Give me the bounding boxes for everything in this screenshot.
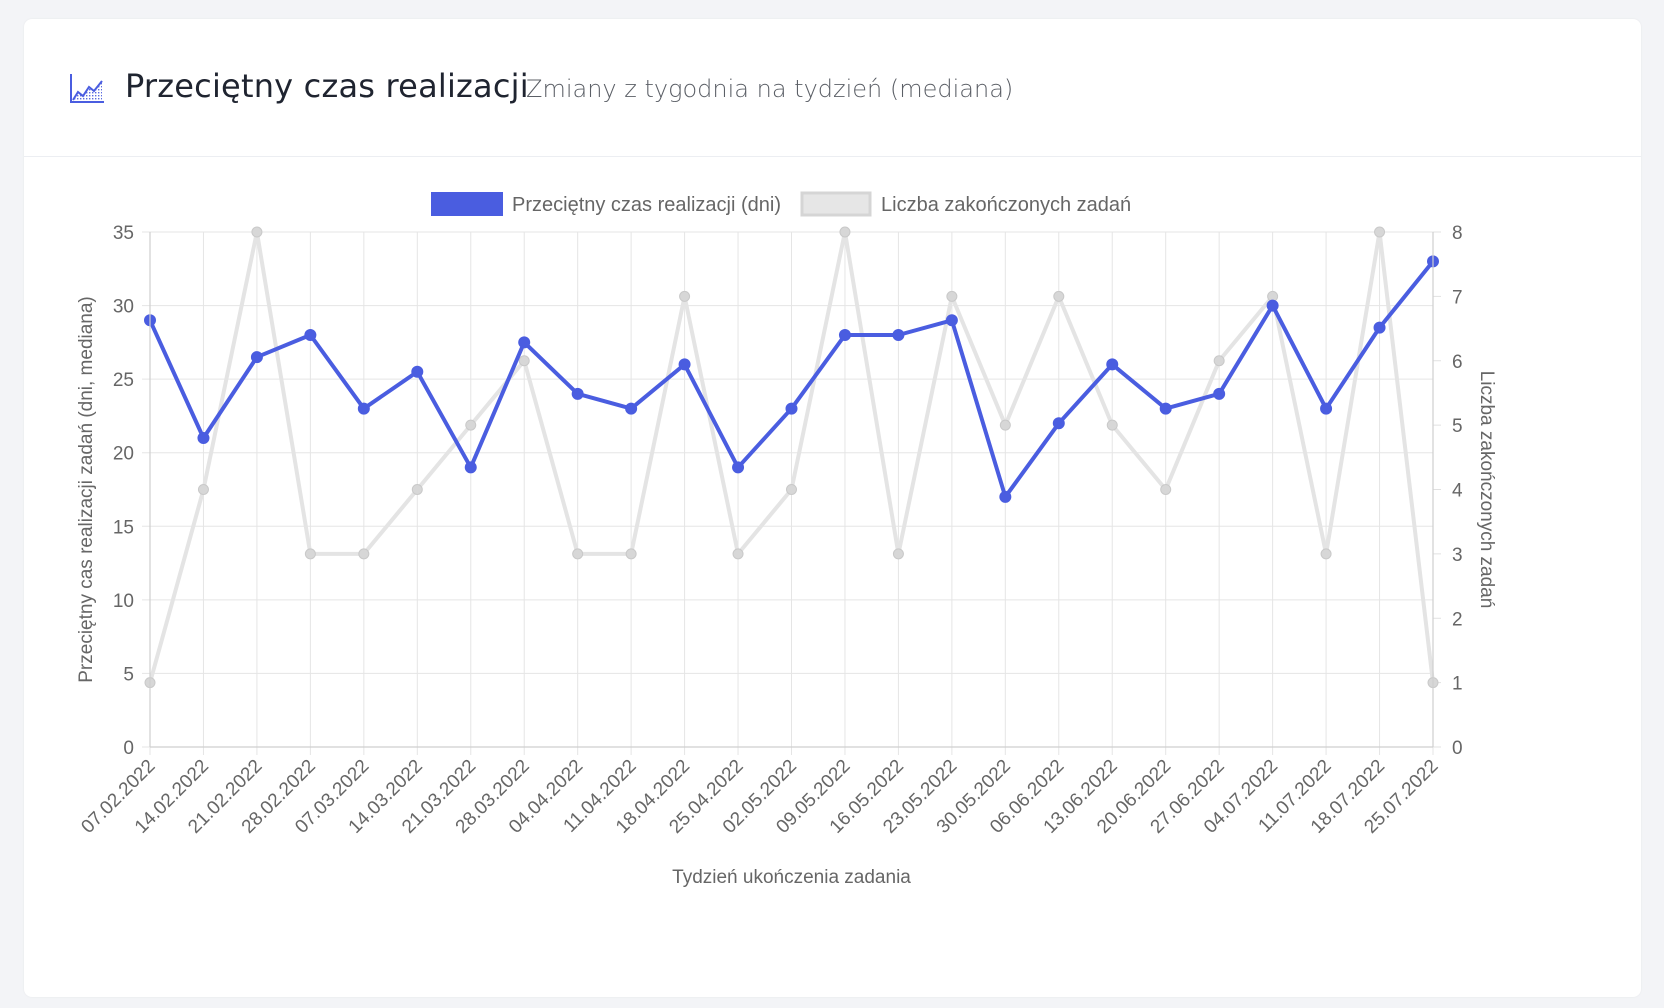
completed-tasks-point [304, 548, 316, 560]
avg-time-point [1052, 417, 1065, 430]
y2-tick-label: 3 [1452, 545, 1463, 566]
avg-time-point [785, 402, 798, 415]
avg-time-point [518, 336, 531, 349]
avg-time-point [1159, 402, 1172, 415]
y2-tick-label: 1 [1452, 674, 1463, 695]
avg-time-point [304, 329, 317, 341]
y2-tick-label: 4 [1452, 481, 1463, 502]
y2-tick-label: 6 [1452, 352, 1463, 373]
avg-time-point [464, 461, 477, 474]
avg-time-point [999, 490, 1012, 503]
series-completed-tasks [144, 226, 1439, 689]
avg-time-point [357, 402, 370, 415]
y-axis-title: Przeciętny cas realizacji zadań (dni, me… [76, 296, 97, 683]
y2-axis-title: Liczba zakończonych zadań [1476, 371, 1497, 609]
completed-tasks-point [999, 419, 1011, 431]
avg-time-point [1213, 387, 1226, 400]
card-title: Przeciętny czas realizacji [125, 67, 529, 105]
completed-tasks-point [839, 226, 851, 238]
avg-time-point [945, 314, 958, 327]
completed-tasks-point [251, 226, 263, 238]
completed-tasks-point [518, 355, 530, 367]
y2-tick-label: 0 [1452, 738, 1463, 759]
axes: 0510152025303501234567807.02.202214.02.2… [76, 223, 1497, 888]
completed-tasks-point [732, 548, 744, 560]
avg-time-point [732, 461, 745, 474]
completed-tasks-point [1160, 484, 1172, 495]
completed-tasks-point [1320, 548, 1332, 560]
y2-tick-label: 5 [1452, 416, 1463, 437]
y-tick-label: 0 [123, 738, 134, 759]
y-tick-label: 15 [113, 517, 134, 538]
avg-time-point [838, 329, 851, 341]
completed-tasks-point [1106, 419, 1118, 431]
y-tick-label: 35 [113, 223, 134, 244]
avg-time-point [678, 358, 691, 371]
y-tick-label: 20 [113, 444, 134, 465]
completed-tasks-point [892, 548, 904, 560]
line-chart: 0510152025303501234567807.02.202214.02.2… [76, 191, 1497, 888]
y-tick-label: 5 [123, 664, 134, 685]
completed-tasks-point [625, 548, 637, 560]
completed-tasks-point [1374, 226, 1386, 238]
legend-swatch-completed-tasks [800, 191, 872, 217]
avg-time-point [411, 365, 424, 378]
avg-time-point [197, 432, 210, 444]
avg-time-point [1373, 321, 1386, 334]
avg-time-point [250, 351, 263, 364]
y-tick-label: 25 [113, 370, 134, 391]
legend-label-avg-time: Przeciętny czas realizacji (dni) [512, 194, 781, 216]
avg-time-point [1320, 402, 1333, 415]
x-axis-title: Tydzień ukończenia zadania [672, 867, 911, 888]
card-subtitle: Zmiany z tygodnia na tydzień (mediana) [526, 75, 1014, 103]
completed-tasks-point [1053, 290, 1065, 302]
completed-tasks-point [197, 484, 209, 495]
card-header: Przeciętny czas realizacji Zmiany z tygo… [24, 19, 1641, 157]
avg-time-point [1106, 358, 1119, 371]
completed-tasks-point [358, 548, 370, 560]
chart-card: Przeciętny czas realizacji Zmiany z tygo… [24, 19, 1641, 997]
y-tick-label: 10 [113, 591, 134, 612]
avg-time-point [571, 387, 584, 400]
completed-tasks-point [1213, 355, 1225, 367]
y2-tick-label: 7 [1452, 287, 1463, 308]
completed-tasks-point [786, 484, 797, 495]
avg-time-point [625, 402, 638, 415]
completed-tasks-point [946, 290, 958, 302]
y2-tick-label: 2 [1452, 609, 1463, 630]
legend: Przeciętny czas realizacji (dni) Liczba z… [431, 191, 1131, 217]
y-tick-label: 30 [113, 297, 134, 318]
legend-label-completed-tasks: Liczba zakończonych zadań [881, 194, 1131, 216]
series-avg-time [144, 255, 1439, 503]
area-chart-icon [70, 74, 104, 103]
completed-tasks-point [411, 484, 423, 495]
legend-swatch-avg-time [431, 192, 503, 216]
completed-tasks-point [679, 290, 691, 302]
avg-time-point [892, 329, 905, 341]
y2-tick-label: 8 [1452, 223, 1463, 244]
completed-tasks-point [572, 548, 584, 560]
completed-tasks-point [465, 419, 477, 431]
avg-time-point [1266, 299, 1279, 312]
